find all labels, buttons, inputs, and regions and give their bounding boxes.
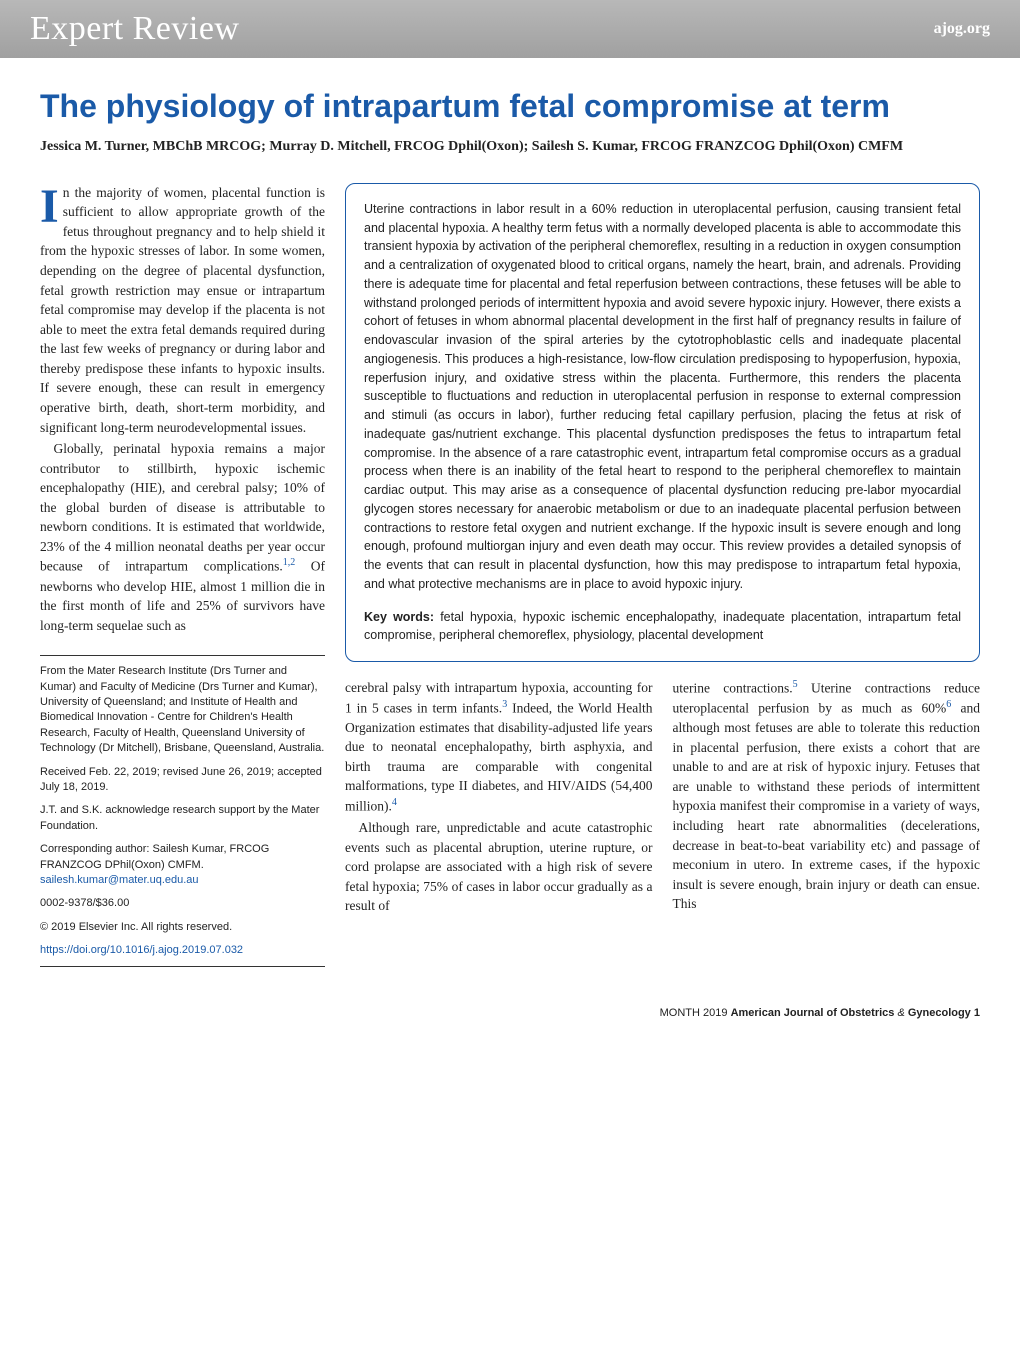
header-bar: Expert Review ajog.org bbox=[0, 0, 1020, 58]
col2-part3: and although most fetuses are able to to… bbox=[673, 701, 981, 912]
col1-para2: Although rare, unpredictable and acute c… bbox=[345, 818, 653, 916]
article-title: The physiology of intrapartum fetal comp… bbox=[40, 88, 980, 125]
abstract-box: Uterine contractions in labor result in … bbox=[345, 183, 980, 662]
site-link[interactable]: ajog.org bbox=[934, 20, 990, 38]
footer-journal2: Gynecology bbox=[908, 1007, 971, 1019]
intro-text: In the majority of women, placental func… bbox=[40, 183, 325, 635]
page-footer: MONTH 2019 American Journal of Obstetric… bbox=[0, 987, 1020, 1049]
corresponding-label: Corresponding author: Sailesh Kumar, FRC… bbox=[40, 843, 269, 870]
intro-para1: n the majority of women, placental funct… bbox=[40, 185, 325, 435]
authors: Jessica M. Turner, MBChB MRCOG; Murray D… bbox=[40, 139, 980, 155]
section-title: Expert Review bbox=[30, 10, 240, 48]
footer-page: 1 bbox=[974, 1007, 980, 1019]
ref-4[interactable]: 4 bbox=[392, 797, 397, 808]
keywords-label: Key words: bbox=[364, 610, 434, 624]
intro-para2-part1: Globally, perinatal hypoxia remains a ma… bbox=[40, 441, 325, 574]
doi-link[interactable]: https://doi.org/10.1016/j.ajog.2019.07.0… bbox=[40, 944, 243, 956]
affiliation-divider bbox=[40, 966, 325, 967]
dropcap: I bbox=[40, 183, 63, 228]
footer-amp: & bbox=[894, 1007, 907, 1019]
affiliation-from: From the Mater Research Institute (Drs T… bbox=[40, 664, 325, 756]
keywords-list: fetal hypoxia, hypoxic ischemic encephal… bbox=[364, 610, 961, 643]
corresponding-email[interactable]: sailesh.kumar@mater.uq.edu.au bbox=[40, 874, 199, 886]
main-columns: In the majority of women, placental func… bbox=[40, 183, 980, 968]
bottom-col-1: cerebral palsy with intrapartum hypoxia,… bbox=[345, 678, 653, 916]
issn: 0002-9378/$36.00 bbox=[40, 896, 325, 911]
bottom-col-2: uterine contractions.5 Uterine contracti… bbox=[673, 678, 981, 916]
footer-month: MONTH 2019 bbox=[660, 1007, 728, 1019]
right-area: Uterine contractions in labor result in … bbox=[345, 183, 980, 968]
copyright: © 2019 Elsevier Inc. All rights reserved… bbox=[40, 920, 325, 935]
article-content: The physiology of intrapartum fetal comp… bbox=[0, 58, 1020, 987]
col2-part1: uterine contractions. bbox=[673, 681, 793, 696]
ref-1-2[interactable]: 1,2 bbox=[283, 557, 296, 568]
abstract-text: Uterine contractions in labor result in … bbox=[364, 200, 961, 594]
affiliation-received: Received Feb. 22, 2019; revised June 26,… bbox=[40, 765, 325, 796]
affiliation-acknowledge: J.T. and S.K. acknowledge research suppo… bbox=[40, 803, 325, 834]
keywords: Key words: fetal hypoxia, hypoxic ischem… bbox=[364, 608, 961, 646]
footer-journal: American Journal of Obstetrics bbox=[731, 1007, 895, 1019]
bottom-columns: cerebral palsy with intrapartum hypoxia,… bbox=[345, 678, 980, 916]
left-column: In the majority of women, placental func… bbox=[40, 183, 325, 968]
affiliations-block: From the Mater Research Institute (Drs T… bbox=[40, 655, 325, 967]
